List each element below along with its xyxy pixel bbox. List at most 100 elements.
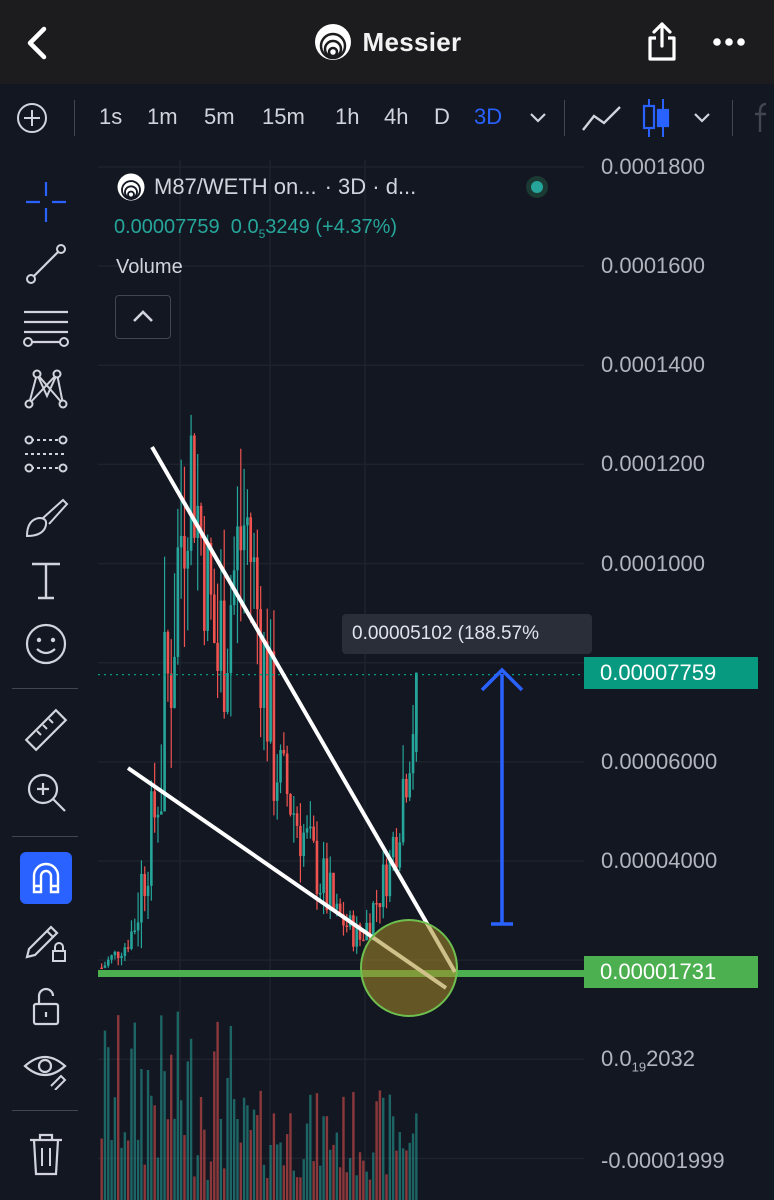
current-price-tag: 0.00007759: [584, 657, 758, 689]
timeframe-4h[interactable]: 4h: [384, 104, 409, 129]
candle-body: [150, 791, 153, 886]
emoji-tool-icon[interactable]: [20, 618, 72, 670]
crosshair-tool-icon[interactable]: [20, 176, 72, 228]
delete-drawings-trash-icon[interactable]: [20, 1128, 72, 1180]
candle-body: [411, 734, 415, 774]
volume-bar: [385, 1174, 388, 1200]
volume-indicator-label[interactable]: Volume: [116, 256, 183, 278]
volume-bar: [146, 1070, 150, 1200]
candle-body: [388, 857, 392, 897]
timeframe-15m[interactable]: 15m: [262, 104, 305, 129]
volume-bar: [123, 1132, 127, 1200]
volume-bar: [411, 1133, 415, 1200]
price-change-readout: 0.00007759 0.053249 (+4.37%): [114, 216, 397, 241]
volume-bar: [103, 1030, 107, 1200]
price-change: 0.053249: [230, 216, 310, 241]
line-chart-type-icon[interactable]: [580, 102, 624, 134]
volume-bar: [368, 1179, 372, 1200]
timeframe-1m[interactable]: 1m: [147, 104, 178, 129]
candle-body: [325, 858, 329, 911]
volume-bar: [355, 1175, 358, 1200]
more-options-icon[interactable]: [712, 36, 746, 48]
timeframe-d[interactable]: D: [434, 104, 450, 129]
price-axis-label: 0.0001800: [601, 154, 705, 179]
unlock-icon[interactable]: [20, 980, 72, 1032]
brush-tool-icon[interactable]: [20, 492, 72, 544]
candle-body: [265, 641, 269, 742]
collapse-legend-button[interactable]: [115, 295, 171, 339]
candle-body: [133, 930, 137, 932]
volume-bar: [163, 1071, 166, 1200]
volume-bar: [213, 1051, 216, 1200]
zoom-in-tool-icon[interactable]: [20, 766, 72, 818]
volume-bar: [299, 1177, 302, 1200]
share-icon[interactable]: [646, 22, 678, 62]
candlestick-chart-type-icon[interactable]: [640, 96, 672, 140]
timeframe-1h[interactable]: 1h: [335, 104, 360, 129]
volume-bar: [150, 1095, 153, 1200]
candle-body: [246, 517, 249, 526]
trend-line-tool-icon[interactable]: [20, 238, 72, 290]
volume-bar: [209, 1161, 213, 1200]
back-icon[interactable]: [22, 26, 52, 60]
volume-bar: [133, 1022, 136, 1200]
timeframe-5m[interactable]: 5m: [204, 104, 235, 129]
indicators-fx-icon[interactable]: [752, 100, 774, 136]
volume-bar: [345, 1172, 348, 1200]
volume-bar: [107, 1047, 110, 1200]
candle-body: [100, 967, 103, 970]
text-tool-icon[interactable]: [20, 554, 72, 606]
candle-body: [352, 915, 355, 947]
volume-bar: [415, 1113, 418, 1200]
magnet-mode-icon[interactable]: [20, 852, 72, 904]
add-indicator-icon[interactable]: [16, 102, 48, 134]
volume-bar: [256, 1115, 259, 1200]
volume-bar: [329, 1149, 332, 1200]
candle-body: [272, 651, 276, 801]
volume-bar: [348, 1158, 352, 1200]
volume-bar: [226, 1077, 229, 1200]
lock-drawings-icon[interactable]: [20, 916, 72, 968]
top-bar: Messier: [0, 0, 774, 84]
candle-body: [355, 924, 359, 947]
volume-bar: [196, 1155, 199, 1200]
price-axis-label: -0.00001999: [601, 1148, 725, 1173]
candle-body: [312, 826, 315, 841]
timeframe-3d[interactable]: 3D: [474, 104, 503, 129]
hide-drawings-eye-icon[interactable]: [20, 1042, 72, 1094]
volume-bar: [110, 1140, 113, 1200]
measure-tooltip: 0.00005102 (188.57%: [342, 614, 592, 654]
candle-body: [299, 825, 302, 857]
pattern-tool-icon[interactable]: [20, 362, 72, 414]
timeframe-dropdown-chevron-icon[interactable]: [528, 110, 548, 124]
candle-body: [381, 864, 385, 908]
candle-body: [169, 673, 173, 708]
volume-bar: [335, 1132, 339, 1200]
candle-body: [256, 557, 259, 610]
volume-bar: [193, 1176, 196, 1200]
volume-bar: [266, 1178, 269, 1200]
volume-bar: [166, 1119, 170, 1200]
chart-toolbar: 1s 1m 5m 15m 1h 4h D 3D: [0, 84, 774, 153]
candle-body: [110, 955, 113, 960]
candle-body: [236, 526, 239, 571]
candle-body: [143, 873, 147, 896]
timeframe-1s[interactable]: 1s: [99, 104, 123, 129]
candle-body: [156, 814, 160, 818]
volume-bar: [156, 1157, 160, 1200]
volume-bar: [120, 1147, 123, 1200]
symbol-legend[interactable]: M87/WETH on... · 3D · d...: [116, 172, 416, 202]
prediction-tool-icon[interactable]: [20, 426, 72, 478]
candle-body: [275, 782, 279, 801]
candle-body: [395, 836, 398, 868]
candle-body: [269, 651, 272, 742]
candle-body: [226, 673, 229, 712]
ruler-measure-tool-icon[interactable]: [20, 704, 72, 756]
fib-retracement-tool-icon[interactable]: [20, 300, 72, 352]
candle-body: [282, 750, 286, 754]
chart-type-dropdown-chevron-icon[interactable]: [692, 110, 712, 124]
candle-body: [262, 641, 266, 708]
volume-bar: [272, 1113, 276, 1200]
volume-bar: [100, 1138, 103, 1200]
